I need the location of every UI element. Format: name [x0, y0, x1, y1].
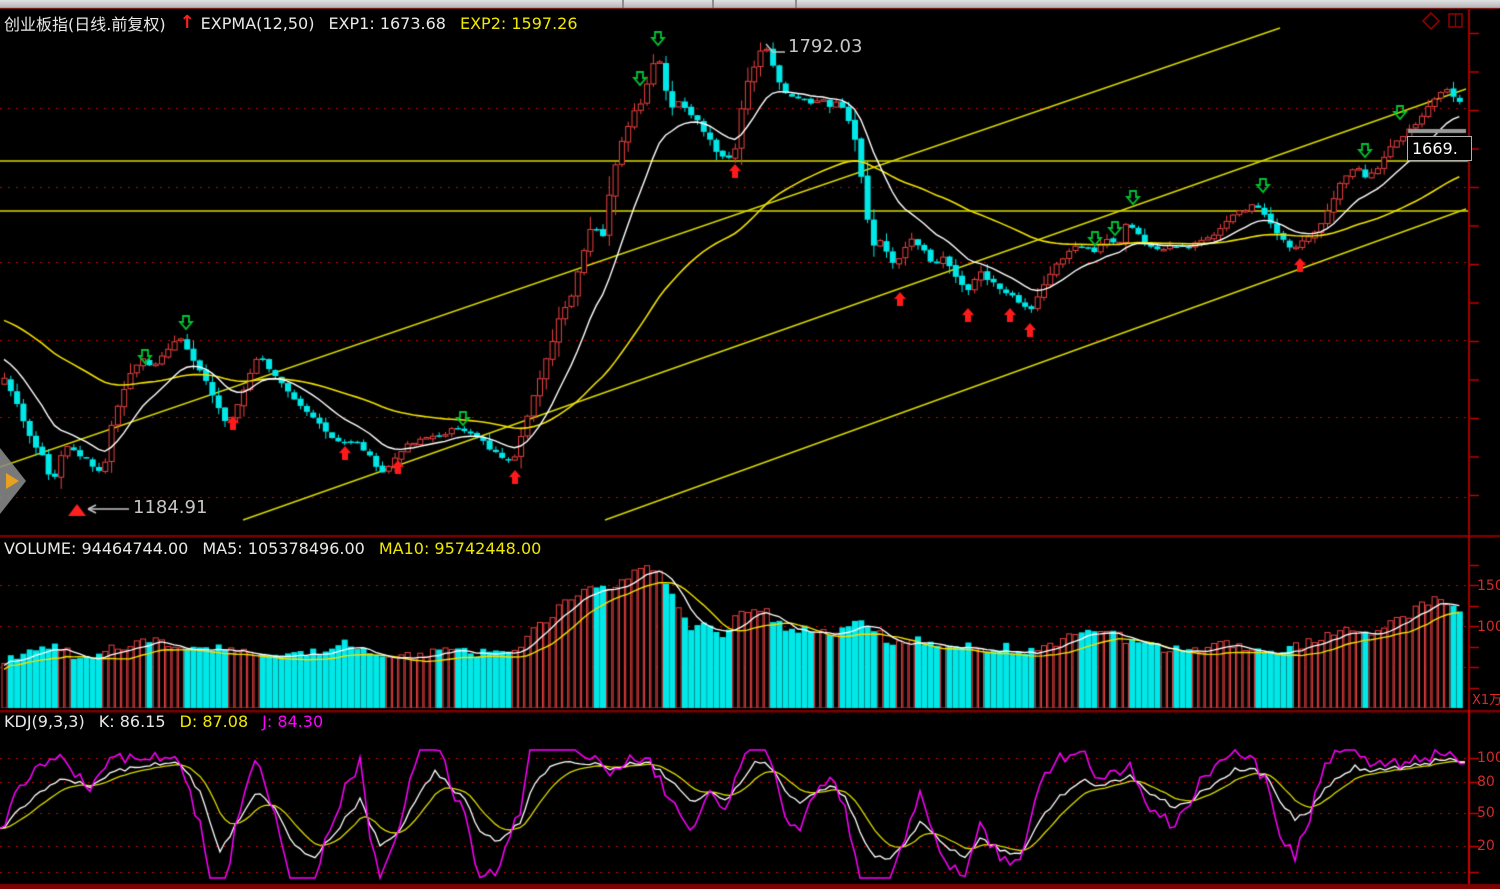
kdj-k-value: K: 86.15	[98, 712, 166, 731]
indicator-name[interactable]: EXPMA(12,50)	[200, 13, 315, 33]
high-price-annotation: 1792.03	[788, 36, 863, 57]
instrument-title: 创业板指(日线.前复权)	[4, 15, 166, 34]
kdj-axis-label: 50	[1477, 805, 1495, 821]
current-price-label: 1669.	[1407, 136, 1472, 161]
kdj-axis-label: 100	[1477, 750, 1500, 766]
kdj-d-value: D: 87.08	[179, 712, 249, 731]
kdj-axis-label: 80	[1477, 774, 1495, 790]
volume-axis-label: 15000	[1477, 578, 1500, 594]
left-panel-expander[interactable]	[0, 444, 30, 522]
exp2-value: EXP2: 1597.26	[459, 13, 578, 33]
low-price-annotation: 1184.91	[133, 497, 208, 518]
kdj-j-value: J: 84.30	[262, 712, 324, 731]
kdj-name[interactable]: KDJ(9,3,3)	[4, 712, 85, 731]
volume-axis-label: 10000	[1477, 619, 1500, 635]
kdj-header: KDJ(9,3,3) K: 86.15 D: 87.08 J: 84.30	[4, 712, 323, 731]
volume-unit-label: X1万	[1472, 693, 1500, 708]
volume-header: VOLUME: 94464744.00 MA5: 105378496.00 MA…	[4, 539, 541, 558]
volume-ma5-value: MA5: 105378496.00	[202, 539, 365, 558]
volume-ma10-value: MA10: 95742448.00	[378, 539, 542, 558]
main-chart-header: 创业板指(日线.前复权) ↑ EXPMA(12,50) EXP1: 1673.6…	[4, 11, 578, 35]
expand-right-icon	[6, 473, 19, 489]
volume-value: VOLUME: 94464744.00	[4, 539, 189, 558]
kdj-axis-label: 20	[1477, 838, 1495, 854]
diamond-icon[interactable]	[1421, 11, 1441, 35]
up-arrow-icon: ↑	[179, 12, 195, 33]
exp1-value: EXP1: 1673.68	[328, 13, 446, 33]
restore-window-icon[interactable]	[1446, 11, 1466, 35]
